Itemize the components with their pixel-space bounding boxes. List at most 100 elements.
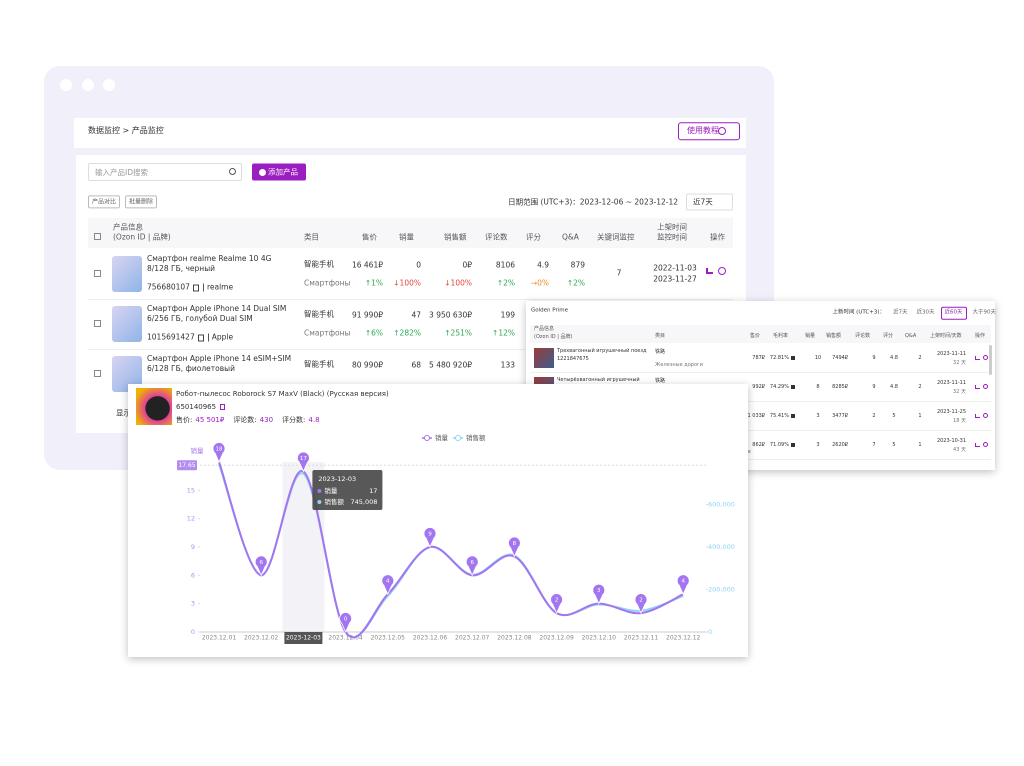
x-tick-label: 2023.12.04 <box>328 635 363 642</box>
cell-revenue: 5 480 920₽ <box>429 360 472 370</box>
marker-pin <box>592 583 606 605</box>
product-meta: 售价: 45 501₽ 评论数: 430 评分数: 4.8 <box>176 415 329 425</box>
table-header <box>88 218 733 248</box>
marker-pin <box>339 612 352 633</box>
chart-icon[interactable] <box>975 443 980 447</box>
checkbox[interactable] <box>94 320 101 327</box>
data-marker: 18 <box>212 442 226 463</box>
separator <box>202 283 204 292</box>
tooltip-box <box>312 470 383 510</box>
cell-qa: 1 <box>918 413 922 419</box>
marker-pin <box>297 451 310 473</box>
cell-price: 16 461₽ <box>351 260 383 270</box>
y-axis-label: 销量 <box>191 446 205 455</box>
cell-rating: 4.8 <box>890 355 898 361</box>
y2-tick-label: 200,000 <box>708 586 735 594</box>
column-header: (Ozon ID | 品牌) <box>534 334 573 340</box>
cell-sales: 0 <box>416 260 421 270</box>
y-tick-label: 0 <box>191 628 195 636</box>
column-header: 销量 <box>805 333 816 339</box>
cell-price: 862₽ <box>752 442 765 448</box>
x-tick-label: 2023.12.10 <box>582 635 617 642</box>
legend-label: 销量 <box>435 433 449 442</box>
cell-category: 智能手机 <box>304 259 334 269</box>
product-name: Трехвагонный игрушечный поезд <box>557 348 647 354</box>
meta-reviews: 430 <box>259 416 274 424</box>
chart-icon[interactable] <box>975 356 980 360</box>
cell-revenue: 3477₽ <box>832 413 848 419</box>
search-input[interactable]: 输入产品ID搜索 <box>88 163 242 181</box>
filter-option[interactable]: 近7天 <box>893 309 908 316</box>
data-marker: 6 <box>465 555 479 577</box>
cell-rating: 4.9 <box>537 260 549 270</box>
chart-icon[interactable] <box>975 385 980 389</box>
cell-reviews: 133 <box>500 360 515 370</box>
cell-days: 32 天 <box>953 360 966 366</box>
separator <box>207 333 209 342</box>
cell-sales: 10 <box>814 355 822 361</box>
row-divider <box>530 401 991 402</box>
compare-button[interactable]: 产品对比 <box>88 195 121 209</box>
cell-margin: 71.09% <box>769 442 789 448</box>
search-icon[interactable] <box>983 442 988 447</box>
data-marker: 17 <box>297 451 310 473</box>
cell-qa-change: ↑2% <box>566 278 585 288</box>
search-icon[interactable] <box>983 384 988 389</box>
marker-pin <box>550 593 563 615</box>
filter-option[interactable]: 大于90天 <box>972 309 997 316</box>
chart-icon[interactable] <box>706 268 713 274</box>
y-tick-label: 15 <box>187 486 195 494</box>
x-tick-label: 2023.12.08 <box>497 635 532 642</box>
panel-header <box>530 325 991 343</box>
cell-category-ru: Смартфоны <box>304 328 351 338</box>
checkbox[interactable] <box>94 370 101 377</box>
filter-option[interactable]: 近30天 <box>916 309 935 316</box>
meta-reviews-label: 评论数: <box>233 416 257 424</box>
column-header: 上架时间/天数 <box>930 333 962 339</box>
tooltip-title: 2023-12-03 <box>318 475 356 483</box>
cell-reviews: 2 <box>872 413 876 419</box>
cell-revenue: 7494₽ <box>832 355 848 361</box>
series-line <box>218 461 684 639</box>
checkbox[interactable] <box>94 270 101 277</box>
data-marker: 3 <box>592 583 606 605</box>
data-marker: 8 <box>508 536 521 558</box>
tooltip-value: 17 <box>369 487 377 495</box>
delete-button[interactable]: 批量删除 <box>125 195 158 209</box>
tutorial-button[interactable]: 使用教程 <box>678 122 740 140</box>
column-header: 销量 <box>399 232 414 242</box>
crosshair-label-bg <box>177 460 197 471</box>
checkbox[interactable] <box>94 233 101 240</box>
meta-price: 45 501₽ <box>195 416 225 424</box>
filter-option[interactable]: 近60天 <box>940 306 967 320</box>
y-tick-label: 12 <box>187 515 195 523</box>
marker-label: 0 <box>344 617 348 623</box>
cell-price-change: ↑1% <box>364 278 383 288</box>
search-icon[interactable] <box>983 355 988 360</box>
tooltip-dot <box>317 489 322 493</box>
marker-pin <box>508 536 521 558</box>
product-name: Смартфон Apple iPhone 14 eSIM+SIM 6/128 … <box>147 354 292 374</box>
globe-icon[interactable] <box>718 267 726 275</box>
cell-listed: 2023-11-25 <box>936 409 966 415</box>
add-button[interactable]: 添加产品 <box>252 163 306 181</box>
column-header: 销售额 <box>444 232 467 242</box>
chart-icon[interactable] <box>975 414 980 418</box>
column-header: 操作 <box>975 333 986 339</box>
cell-listed: 2023-11-11 <box>936 351 966 357</box>
margin-icon <box>791 414 795 418</box>
x-tick-label: 2023.12.05 <box>371 635 406 642</box>
cell-rating: 4.8 <box>890 384 898 390</box>
marker-pin <box>423 527 437 548</box>
cell-days: 18 天 <box>953 418 966 424</box>
marker-pin <box>381 574 395 596</box>
cell-sales: 8 <box>816 384 820 390</box>
cell-qa: 879 <box>570 260 585 270</box>
search-icon[interactable] <box>983 413 988 418</box>
marker-label: 4 <box>681 579 685 585</box>
cell-price: 992₽ <box>752 384 765 390</box>
marker-label: 6 <box>470 560 474 566</box>
cell-reviews-change: ↑2% <box>496 278 515 288</box>
period-select[interactable]: 近7天 <box>686 193 733 211</box>
